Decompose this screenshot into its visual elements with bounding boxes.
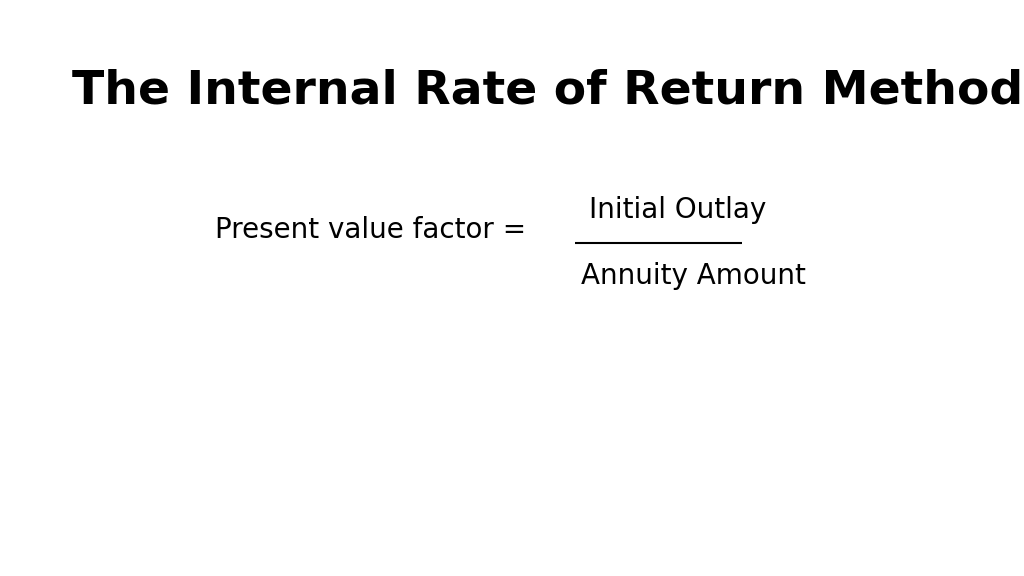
Text: Initial Outlay: Initial Outlay (589, 196, 766, 224)
Text: Present value factor =: Present value factor = (215, 217, 526, 244)
Text: The Internal Rate of Return Method: Setup: The Internal Rate of Return Method: Setu… (72, 69, 1024, 114)
Text: Annuity Amount: Annuity Amount (581, 263, 806, 290)
